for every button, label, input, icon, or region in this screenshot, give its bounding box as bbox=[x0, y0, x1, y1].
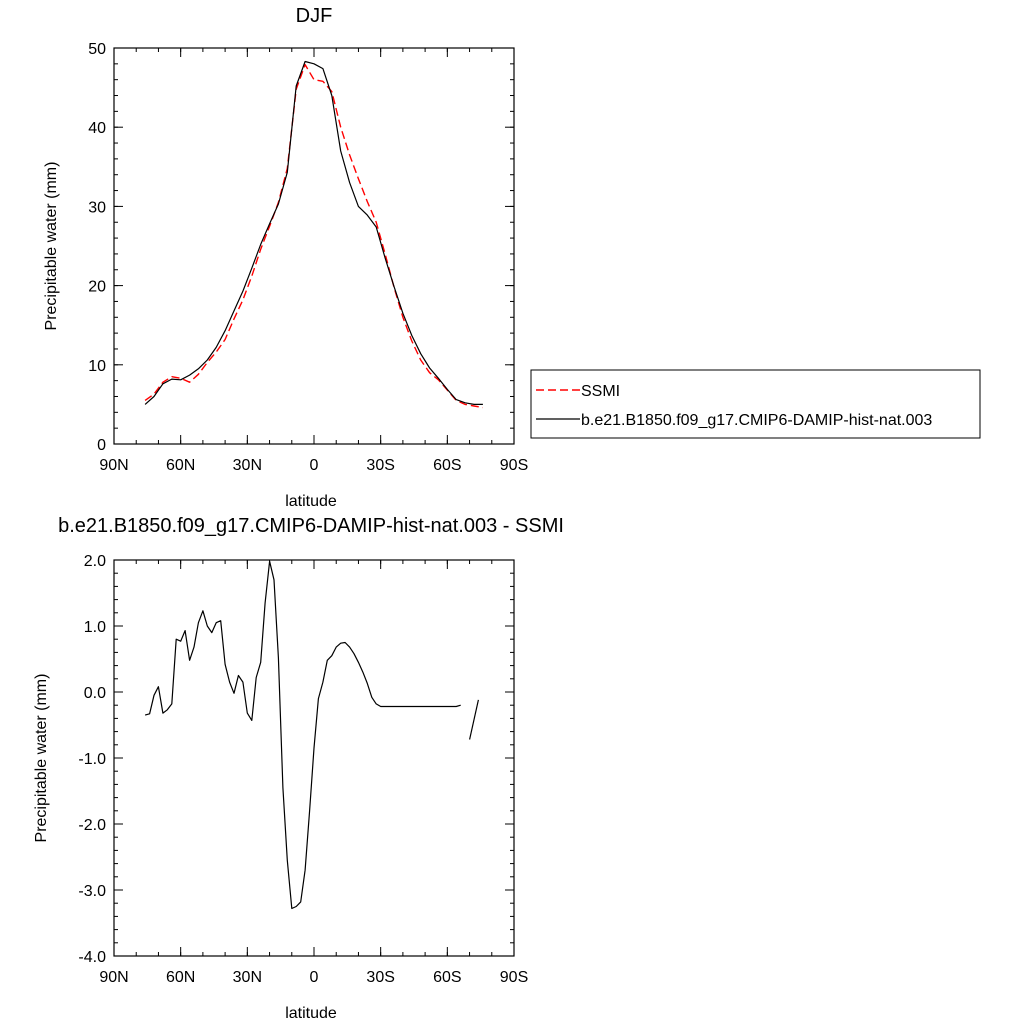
top-x-tick-label: 60S bbox=[433, 457, 461, 474]
bottom-y-tick-label: -1.0 bbox=[78, 751, 106, 768]
top-x-tick-label: 90S bbox=[500, 457, 528, 474]
top-series-line-ssmi bbox=[144, 63, 484, 409]
legend: SSMI b.e21.B1850.f09_g17.CMIP6-DAMIP-his… bbox=[530, 369, 981, 439]
top-axis-ticks: 90N 60N 30N 0 30S 60S 90S 0 10 20 30 40 50 bbox=[88, 41, 528, 474]
bottom-x-tick-label: 0 bbox=[310, 969, 319, 986]
bottom-x-tick-label: 60S bbox=[433, 969, 461, 986]
bottom-x-tick-label: 30N bbox=[233, 969, 262, 986]
top-x-tick-label: 60N bbox=[166, 457, 195, 474]
bottom-series-line-difference-seg0 bbox=[144, 560, 461, 910]
bottom-x-tick-label: 90S bbox=[500, 969, 528, 986]
bottom-y-tick-label: 1.0 bbox=[84, 619, 106, 636]
legend-label-ssmi: SSMI bbox=[581, 383, 620, 400]
top-plot-frame bbox=[113, 47, 515, 445]
top-panel: DJF 90N 60N 30N 0 30S 60S 90S 0 10 20 30 40 50 latit… bbox=[43, 5, 981, 510]
top-x-tick-label: 30N bbox=[233, 457, 262, 474]
bottom-x-tick-label: 60N bbox=[166, 969, 195, 986]
bottom-y-axis-label: Precipitable water (mm) bbox=[33, 674, 50, 843]
top-x-tick-label: 0 bbox=[310, 457, 319, 474]
bottom-x-tick-label: 30S bbox=[366, 969, 394, 986]
top-y-tick-label: 30 bbox=[88, 199, 106, 216]
bottom-y-tick-label: -3.0 bbox=[78, 883, 106, 900]
top-y-tick-label: 20 bbox=[88, 279, 106, 296]
bottom-y-tick-label: -2.0 bbox=[78, 817, 106, 834]
bottom-y-tick-label: 2.0 bbox=[84, 553, 106, 570]
top-y-axis-label: Precipitable water (mm) bbox=[43, 162, 60, 331]
top-y-tick-label: 10 bbox=[88, 358, 106, 375]
bottom-series-line-difference-seg1 bbox=[469, 699, 479, 740]
bottom-x-axis-label: latitude bbox=[285, 1005, 337, 1022]
bottom-y-tick-label: -4.0 bbox=[78, 949, 106, 966]
bottom-plot-frame bbox=[113, 559, 515, 957]
top-x-axis-label: latitude bbox=[285, 493, 337, 510]
bottom-x-tick-label: 90N bbox=[99, 969, 128, 986]
bottom-axis-ticks: 90N 60N 30N 0 30S 60S 90S -4.0 -3.0 -2.0 -1.0 0.0 1.… bbox=[78, 553, 528, 986]
top-y-tick-label: 50 bbox=[88, 41, 106, 58]
bottom-chart-title: b.e21.B1850.f09_g17.CMIP6-DAMIP-hist-nat… bbox=[58, 515, 564, 537]
top-series-line-model bbox=[144, 60, 483, 405]
top-chart-title: DJF bbox=[296, 5, 333, 27]
legend-box bbox=[530, 369, 981, 439]
top-x-tick-label: 30S bbox=[366, 457, 394, 474]
top-y-tick-label: 0 bbox=[97, 437, 106, 454]
top-y-tick-label: 40 bbox=[88, 120, 106, 137]
bottom-y-tick-label: 0.0 bbox=[84, 685, 106, 702]
bottom-panel: b.e21.B1850.f09_g17.CMIP6-DAMIP-hist-nat… bbox=[33, 515, 564, 1022]
top-x-tick-label: 90N bbox=[99, 457, 128, 474]
bottom-series-group bbox=[144, 560, 479, 910]
top-series-group bbox=[144, 60, 484, 409]
legend-label-model: b.e21.B1850.f09_g17.CMIP6-DAMIP-hist-nat… bbox=[581, 412, 932, 429]
